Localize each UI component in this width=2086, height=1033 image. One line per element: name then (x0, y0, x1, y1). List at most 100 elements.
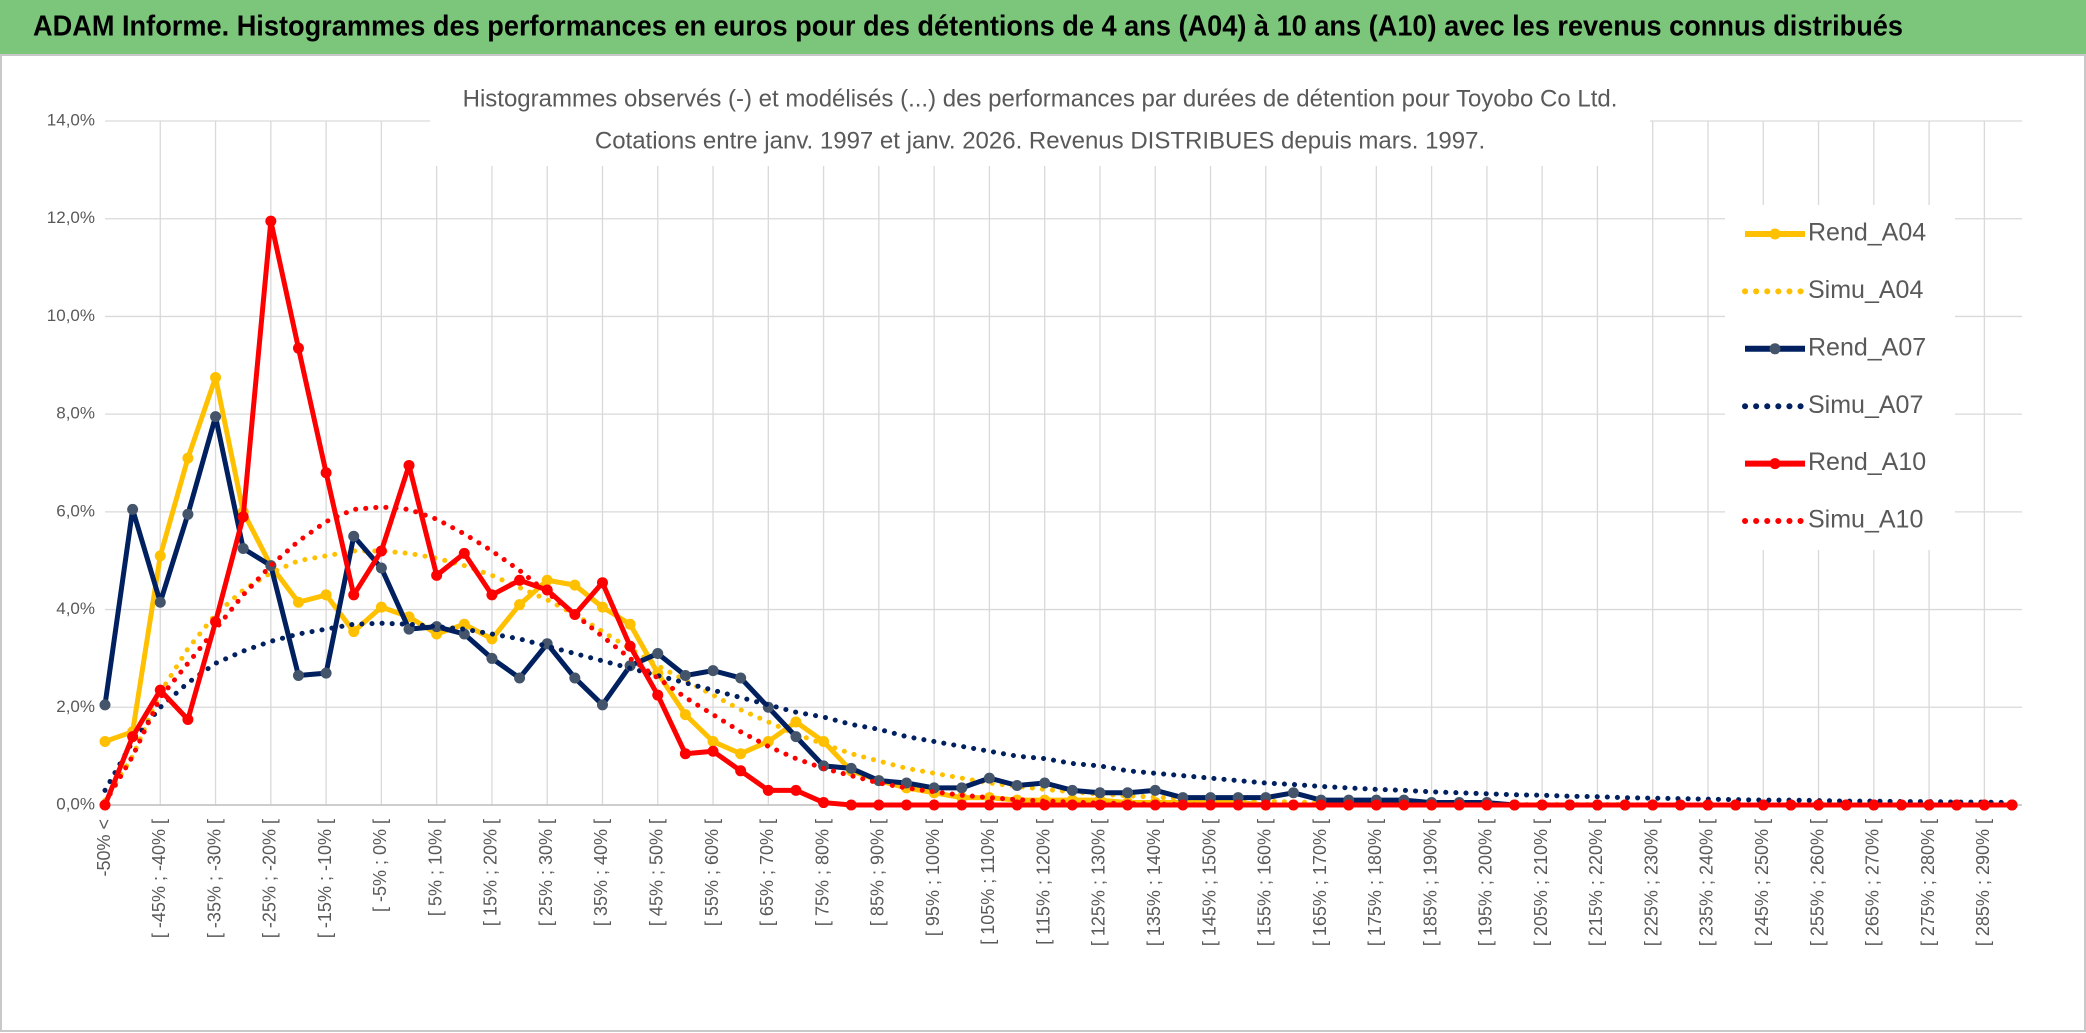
plot-area: 0,0% 2,0% 4,0% 6,0% 8,0% 10,0% 12,0% 14,0% -50% … (47, 110, 2022, 946)
data-point (735, 672, 747, 684)
data-point (127, 731, 139, 743)
data-point (679, 709, 691, 721)
data-point (127, 503, 139, 515)
x-tick-label: [ 5% ; 10% [ (425, 819, 445, 916)
data-point (403, 459, 415, 471)
legend-label: Rend_A10 (1808, 448, 1926, 476)
data-point (375, 562, 387, 574)
data-point (1840, 799, 1852, 811)
data-point (956, 782, 968, 794)
data-point (1536, 799, 1548, 811)
x-tick-label: [ 65% ; 70% [ (757, 819, 777, 926)
legend: Rend_A04 Simu_A04 Rend_A07 Simu_A07 Rend_A10… (1725, 205, 1955, 550)
data-point (1094, 787, 1106, 799)
data-point (514, 574, 526, 586)
legend-label: Simu_A07 (1808, 391, 1923, 419)
data-point (154, 596, 166, 608)
data-point (928, 799, 940, 811)
data-point (458, 547, 470, 559)
data-point (541, 574, 553, 586)
x-tick-label: [ -15% ; -10% [ (315, 819, 335, 938)
data-point (514, 672, 526, 684)
data-point (182, 452, 194, 464)
y-tick-label: 8,0% (56, 404, 95, 423)
data-point (375, 545, 387, 557)
data-point (348, 589, 360, 601)
data-point (99, 735, 111, 747)
x-tick-label: [ 15% ; 20% [ (481, 819, 501, 926)
data-point (1343, 799, 1355, 811)
x-tick-label: [ 95% ; 100% [ (923, 819, 943, 936)
y-tick-label: 4,0% (56, 599, 95, 618)
data-point (486, 652, 498, 664)
x-tick-label: [ 245% ; 250% [ (1752, 819, 1772, 946)
data-point (569, 579, 581, 591)
data-point (210, 372, 222, 383)
x-tick-label: [ 125% ; 130% [ (1089, 819, 1109, 946)
x-tick-label: [ 25% ; 30% [ (536, 819, 556, 926)
x-tick-label: [ 45% ; 50% [ (647, 819, 667, 926)
data-point (320, 589, 332, 601)
data-point (514, 599, 526, 611)
header-title: ADAM Informe. Histogrammes des performan… (33, 11, 1903, 43)
x-tick-label: [ 105% ; 110% [ (978, 819, 998, 945)
data-point (210, 411, 222, 423)
x-tick-label: [ -35% ; -30% [ (204, 819, 224, 938)
data-point (679, 748, 691, 760)
frame (0, 54, 2086, 1032)
data-point (237, 543, 249, 554)
x-tick-label: [ 155% ; 160% [ (1255, 819, 1275, 946)
x-tick-label: [ 145% ; 150% [ (1199, 819, 1219, 946)
x-tick-label: [ -25% ; -20% [ (260, 819, 280, 938)
data-point (707, 735, 719, 747)
series-line (102, 548, 2015, 808)
series-line (102, 218, 2012, 808)
data-point (596, 577, 608, 589)
legend-label: Simu_A04 (1808, 276, 1923, 304)
data-point (1039, 777, 1051, 789)
chart-subtitle: Cotations entre janv. 1997 et janv. 2026… (595, 127, 1485, 154)
data-point (154, 550, 166, 562)
data-point (1619, 799, 1631, 811)
data-point (735, 748, 747, 760)
y-tick-label: 14,0% (47, 110, 95, 129)
x-tick-label: [ 75% ; 80% [ (812, 819, 832, 926)
legend-marker (1769, 458, 1781, 470)
data-point (983, 772, 995, 784)
x-tick-label: [ 35% ; 40% [ (591, 819, 611, 926)
data-point (624, 640, 636, 652)
data-point (320, 667, 332, 679)
data-point (2006, 799, 2018, 811)
data-point (348, 626, 360, 638)
y-tick-label: 12,0% (47, 208, 95, 227)
data-point (790, 716, 802, 728)
data-point (182, 714, 194, 725)
data-point (818, 797, 830, 809)
legend-background (1725, 205, 1955, 550)
data-point (486, 589, 498, 601)
y-tick-label: 6,0% (56, 501, 95, 520)
x-tick-label: [ 165% ; 170% [ (1310, 819, 1330, 946)
x-tick-label: [ 185% ; 190% [ (1420, 819, 1440, 946)
data-point (431, 569, 443, 581)
data-point (320, 467, 332, 479)
data-point (596, 699, 608, 711)
data-point (1868, 799, 1880, 811)
data-point (790, 784, 802, 796)
legend-label: Rend_A07 (1808, 333, 1926, 361)
data-point (1647, 799, 1659, 811)
data-point (182, 508, 194, 520)
data-point (1315, 799, 1327, 811)
data-point (348, 530, 360, 542)
data-point (735, 765, 747, 777)
x-tick-label: [ 205% ; 210% [ (1531, 819, 1551, 946)
x-tick-label: [ 215% ; 220% [ (1586, 819, 1606, 946)
y-tick-label: 2,0% (56, 697, 95, 716)
data-point (707, 745, 719, 757)
legend-marker (1769, 228, 1781, 240)
data-point (1509, 799, 1521, 811)
data-point (762, 735, 774, 747)
data-point (431, 621, 443, 633)
data-point (652, 689, 664, 701)
